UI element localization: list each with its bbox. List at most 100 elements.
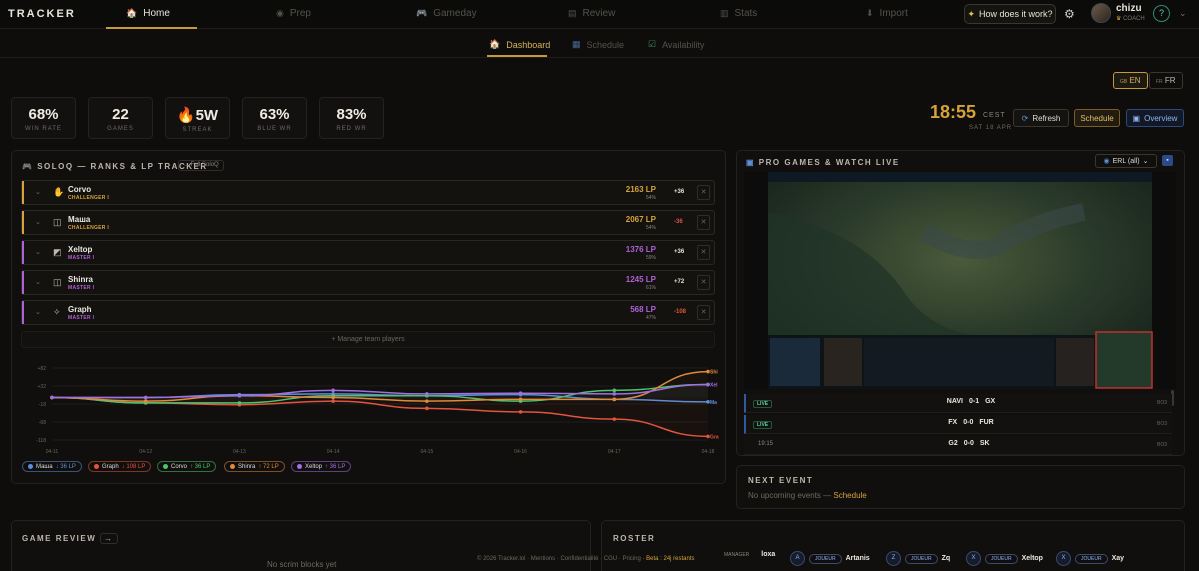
roster-player[interactable]: X JOUEUR Xay (1056, 551, 1124, 566)
nav-tab-home[interactable]: 🏠 Home (126, 8, 170, 19)
player-row[interactable]: ⌄ ✋ Corvo CHALLENGER I 2163 LP 54% +36 ✕ (21, 180, 715, 205)
remove-player-button[interactable]: ✕ (697, 215, 710, 230)
rank-accent-bar (22, 301, 24, 324)
data-point (706, 382, 710, 387)
remove-player-button[interactable]: ✕ (697, 185, 710, 200)
data-point (331, 388, 335, 393)
live-stream-video[interactable] (744, 172, 1176, 389)
legend-dot (163, 464, 168, 469)
lang-fr-button[interactable]: FR FR (1149, 72, 1183, 89)
roster-player[interactable]: Z JOUEUR Zq (886, 551, 950, 566)
rank-accent-bar (22, 271, 24, 294)
data-point (237, 401, 242, 405)
game-review-arrow-button[interactable]: → (100, 533, 118, 544)
lang-en-button[interactable]: GB EN (1113, 72, 1148, 89)
subtab-dashboard[interactable]: 🏠 Dashboard (489, 39, 551, 50)
player-tier: MASTER I (68, 315, 95, 321)
player-row[interactable]: ⌄ ✧ Graph MASTER I 568 LP 47% -108 ✕ (21, 300, 715, 325)
schedule-button[interactable]: Schedule (1074, 109, 1120, 127)
chevron-down-icon[interactable]: ⌄ (35, 279, 41, 286)
flame-icon: 🔥 (176, 107, 196, 124)
legend-chip[interactable]: Corvo ↑ 36 LP (157, 461, 217, 472)
data-point (612, 388, 617, 393)
nav-tab-import[interactable]: ⬇ Import (866, 8, 908, 19)
x-tick-label: 04-14 (327, 449, 340, 455)
legend-delta: ↑ 36 LP (190, 463, 211, 470)
gear-icon[interactable]: ⚙ (1064, 7, 1075, 21)
chevron-down-icon[interactable]: ⌄ (35, 309, 41, 316)
help-button[interactable]: ? (1153, 5, 1170, 22)
player-row[interactable]: ⌄ ◫ Маша CHALLENGER I 2067 LP 54% -36 ✕ (21, 210, 715, 235)
x-tick-label: 04-11 (46, 449, 59, 455)
legend-dot (297, 464, 302, 469)
player-row[interactable]: ⌄ ◩ Xeltop MASTER I 1376 LP 59% +36 ✕ (21, 240, 715, 265)
chevron-down-icon[interactable]: ⌄ (35, 219, 41, 226)
role-icon: ✋ (53, 187, 65, 197)
overview-button[interactable]: ▣ Overview (1126, 109, 1184, 127)
roster-name: Xay (1111, 555, 1125, 562)
legend-dot (230, 464, 235, 469)
crown-icon: ♛ (1116, 16, 1122, 22)
x-tick-label: 04-16 (514, 449, 527, 455)
manage-players-button[interactable]: + Manage team players (21, 331, 715, 348)
roster-player[interactable]: X JOUEUR Xeltop (966, 551, 1043, 566)
match-row[interactable]: LIVE FX 0-0 FUR BO3 (744, 415, 1172, 434)
data-point (237, 393, 242, 398)
player-row[interactable]: ⌄ ◫ Shinra MASTER I 1245 LP 61% +72 ✕ (21, 270, 715, 295)
stat-streak: 🔥5W STREAK (165, 97, 230, 139)
x-tick-label: 04-18 (702, 449, 715, 455)
avatar[interactable] (1091, 3, 1111, 23)
next-event-schedule-link[interactable]: Schedule (833, 491, 867, 500)
matches-scrollbar[interactable] (1171, 390, 1174, 406)
data-point (331, 399, 335, 403)
user-role: ♛ COACH (1116, 16, 1145, 22)
import-icon: ⬇ (866, 8, 874, 18)
brand-logo[interactable]: TRACKER (8, 8, 76, 20)
how-it-works-button[interactable]: ✦ How does it work? (964, 4, 1056, 24)
data-point (612, 397, 617, 402)
legend-chip[interactable]: Graph ↓ 108 LP (88, 461, 152, 472)
chevron-down-icon[interactable]: ⌄ (1179, 8, 1187, 18)
stat-red-wr: 83% RED WR (319, 97, 384, 139)
y-tick-label: -18 (39, 402, 46, 408)
series-area (52, 384, 708, 398)
roster-title: ROSTER (613, 534, 656, 543)
legend-dot (94, 464, 99, 469)
full-soloq-link[interactable]: → Full SoloQ (178, 160, 224, 171)
y-tick-label: -118 (36, 438, 46, 444)
nav-tab-stats[interactable]: ▥ Stats (720, 8, 758, 19)
nav-tab-prep[interactable]: ◉ Prep (276, 8, 311, 19)
player-name: Corvo (68, 185, 92, 194)
popout-icon[interactable]: ▪ (1162, 155, 1173, 166)
remove-player-button[interactable]: ✕ (697, 275, 710, 290)
x-tick-label: 04-13 (233, 449, 246, 455)
legend-chip[interactable]: Shinra ↑ 72 LP (224, 461, 285, 472)
legend-name: Graph (102, 463, 119, 470)
chevron-down-icon[interactable]: ⌄ (35, 249, 41, 256)
chevron-down-icon[interactable]: ⌄ (35, 189, 41, 196)
score: 0-1 (968, 398, 980, 405)
nav-tab-gameday[interactable]: 🎮 Gameday (416, 8, 477, 19)
globe-icon: ◉ (1103, 158, 1110, 165)
remove-player-button[interactable]: ✕ (697, 245, 710, 260)
refresh-button[interactable]: ⟳ Refresh (1013, 109, 1069, 127)
subtab-schedule[interactable]: ▦ Schedule (572, 39, 625, 50)
match-row[interactable]: 19:15 G2 0-0 SK BO3 (744, 436, 1172, 455)
roster-avatar: X (1056, 551, 1071, 566)
subtab-availability[interactable]: ☑ Availability (648, 39, 705, 50)
legend-chip[interactable]: Xeltop ↑ 36 LP (291, 461, 352, 472)
y-tick-label: +32 (38, 384, 47, 390)
remove-player-button[interactable]: ✕ (697, 305, 710, 320)
sub-nav: 🏠 Dashboard ▦ Schedule ☑ Availability (0, 30, 1199, 58)
footer: © 2026 Tracker.lol · Mentions · Confiden… (477, 556, 695, 562)
roster-name: Artanis (845, 555, 870, 562)
gamepad-icon: 🎮 (416, 8, 428, 18)
league-filter-select[interactable]: ◉ ERL (all) ⌄ (1095, 154, 1157, 168)
roster-role-tag: JOUEUR (905, 553, 938, 564)
game-review-title: GAME REVIEW → (22, 533, 118, 544)
roster-player[interactable]: A JOUEUR Artanis (790, 551, 870, 566)
nav-tab-review[interactable]: ▤ Review (568, 8, 616, 19)
legend-chip[interactable]: Маша ↓ 36 LP (22, 461, 82, 472)
match-row[interactable]: LIVE NAVI 0-1 GX BO3 (744, 394, 1172, 413)
best-of: BO3 (1156, 421, 1167, 427)
